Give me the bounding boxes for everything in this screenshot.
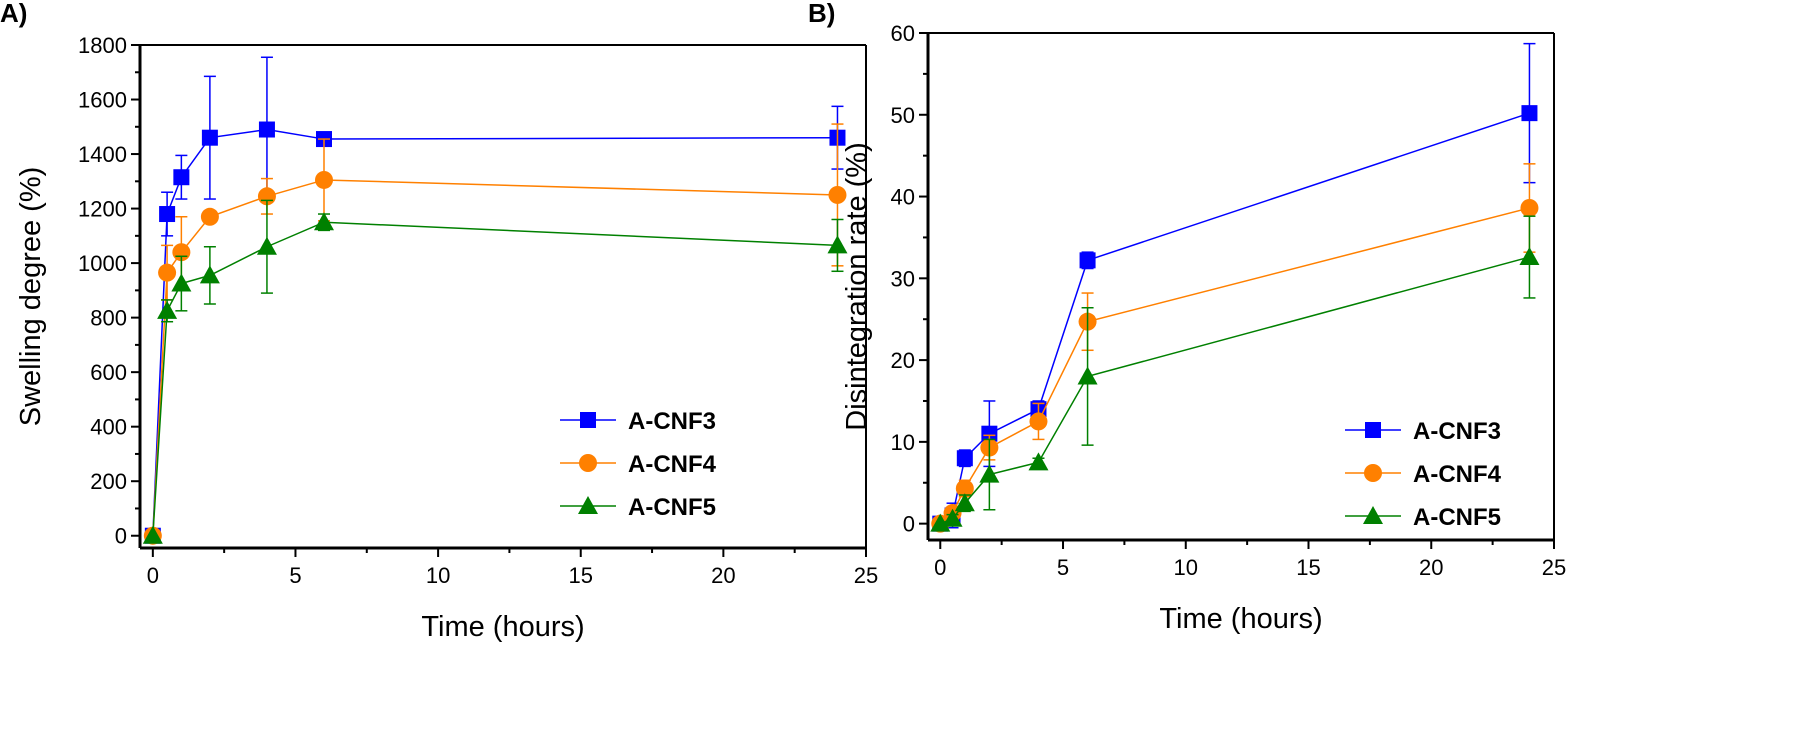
y-tick-label: 1400 [78,142,127,167]
panel-label: A) [0,0,27,28]
series-a-cnf3 [932,42,1538,532]
legend-marker [578,496,598,514]
legend: A-CNF3 A-CNF4 A-CNF5 [1345,418,1502,531]
x-tick-label: 5 [1057,555,1069,580]
data-point [954,493,975,512]
x-tick-label: 25 [854,563,878,588]
data-point [979,464,1000,483]
legend-marker [1363,506,1383,524]
y-tick-label: 600 [90,360,127,385]
series-line [152,179,838,536]
x-tick-label: 0 [934,555,946,580]
x-tick-label: 25 [1542,555,1566,580]
y-tick-label: 0 [903,512,915,537]
y-tick-label: 30 [891,266,915,291]
legend-label: A-CNF4 [1413,461,1502,488]
data-point [1028,452,1049,471]
panel-label: B) [808,0,835,28]
series-a-cnf5 [142,199,848,544]
x-tick-label: 20 [711,563,735,588]
data-point [1079,252,1096,269]
data-point [828,185,847,204]
y-tick-label: 1200 [78,197,127,222]
x-tick-label: 0 [147,563,159,588]
data-point [956,450,973,467]
x-tick-label: 10 [426,563,450,588]
chart-panel-b: B) 0 5 10 15 20 25 0 10 20 30 40 50 60 Time (hours) Dis… [808,0,1566,635]
data-point [258,121,275,138]
data-point [157,300,178,319]
y-tick-label: 0 [115,524,127,549]
data-point [200,207,219,226]
x-tick-label: 5 [289,563,301,588]
x-tick-label: 15 [1296,555,1320,580]
legend-marker [579,454,597,472]
legend-label: A-CNF5 [1413,504,1501,531]
data-point [173,169,190,186]
y-tick-label: 800 [90,306,127,331]
data-point [1519,247,1540,266]
data-point [159,206,176,223]
data-point [201,129,218,146]
data-point [313,212,334,231]
y-tick-label: 400 [90,415,127,440]
x-axis-title: Time (hours) [1159,603,1322,635]
chart-panel-a: A) 0 5 10 15 20 25 0 200 400 600 800 1000 1200 1400 160… [0,0,878,643]
data-point [1521,105,1538,122]
x-tick-label: 10 [1174,555,1198,580]
y-tick-label: 60 [891,21,915,46]
data-point [942,508,963,527]
x-tick-label: 15 [568,563,592,588]
legend-marker [1364,464,1382,482]
data-point [314,170,333,189]
data-point [199,265,220,284]
legend-label: A-CNF5 [628,494,716,521]
data-point [981,425,998,442]
data-point [158,263,177,282]
y-tick-label: 20 [891,348,915,373]
data-point [142,525,163,544]
y-axis-title: Swelling degree (%) [15,167,47,427]
y-tick-label: 40 [891,185,915,210]
y-tick-label: 10 [891,430,915,455]
legend-label: A-CNF3 [628,408,716,435]
y-tick-label: 1000 [78,251,127,276]
series-line [152,128,838,536]
y-tick-label: 1800 [78,33,127,58]
series-a-cnf5 [930,215,1540,532]
data-point [930,513,951,532]
y-tick-label: 50 [891,103,915,128]
y-tick-label: 1600 [78,88,127,113]
data-point [256,236,277,255]
series-line [152,221,838,536]
data-point [1077,366,1098,385]
legend: A-CNF3 A-CNF4 A-CNF5 [560,408,717,521]
y-tick-label: 200 [90,469,127,494]
data-point [1520,198,1539,217]
legend-marker [580,412,596,428]
series-a-cnf4 [143,123,847,545]
legend-marker [1365,422,1381,438]
x-tick-label: 20 [1419,555,1443,580]
legend-label: A-CNF4 [628,451,717,478]
legend-label: A-CNF3 [1413,418,1501,445]
y-axis-title: Disintegration rate (%) [841,142,873,431]
data-point [827,235,848,254]
x-axis-title: Time (hours) [421,611,584,643]
data-point [171,273,192,292]
series-a-cnf3 [144,56,846,544]
data-point [955,479,974,498]
data-point [1029,412,1048,431]
